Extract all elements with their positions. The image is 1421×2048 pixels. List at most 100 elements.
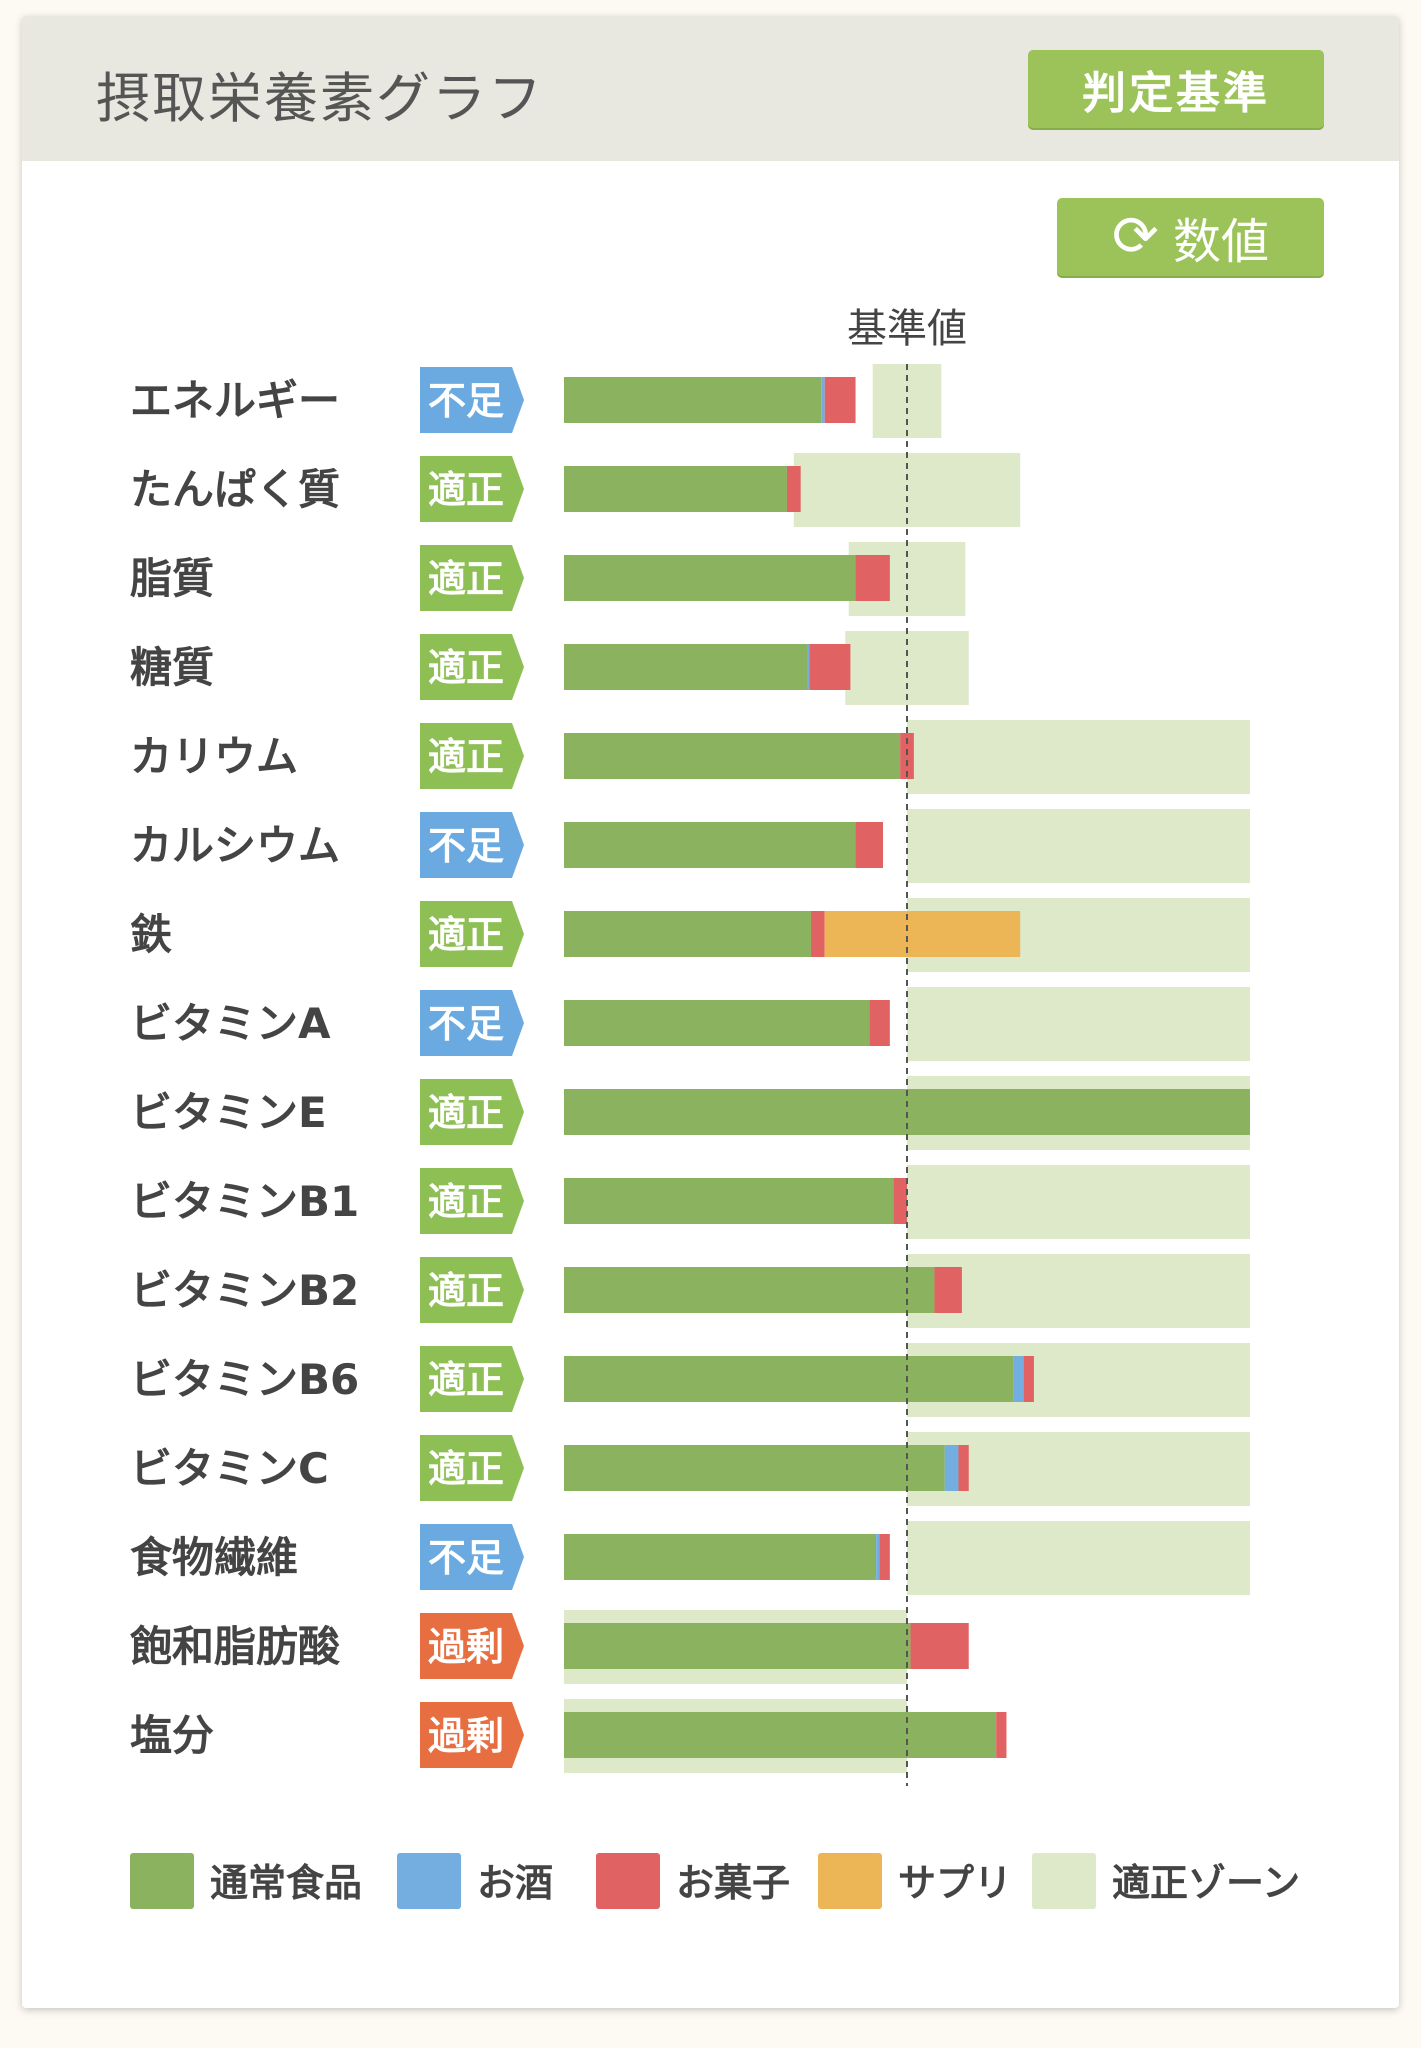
bar-normal-food [564, 1712, 997, 1758]
nutrient-label: たんぱく質 [130, 465, 340, 514]
bar-alcohol [1013, 1356, 1024, 1402]
bar-normal-food [564, 466, 787, 512]
bar-snack [893, 1178, 907, 1224]
legend-swatch [1032, 1853, 1096, 1909]
bar-snack [1023, 1356, 1034, 1402]
nutrient-label: 糖質 [130, 643, 214, 692]
status-badge-label: 適正 [428, 1447, 504, 1491]
bar-alcohol [807, 644, 810, 690]
bar-normal-food [564, 377, 822, 423]
status-badge [420, 1346, 524, 1412]
status-badge-label: 適正 [428, 913, 504, 957]
legend-swatch [130, 1853, 194, 1909]
bar-snack [958, 1445, 969, 1491]
bar-normal-food [564, 1534, 877, 1580]
bar-normal-food [564, 1267, 935, 1313]
status-badge-label: 適正 [428, 1358, 504, 1402]
status-badge-label: 過剰 [428, 1714, 504, 1758]
bar-snack [809, 644, 851, 690]
bar-normal-food [564, 1178, 894, 1224]
reference-label: 基準値 [847, 306, 967, 352]
nutrient-label: 飽和脂肪酸 [130, 1622, 341, 1671]
status-badge-label: 不足 [428, 824, 504, 868]
legend-label: 通常食品 [210, 1861, 362, 1905]
bar-snack [824, 377, 856, 423]
nutrient-label: カルシウム [130, 821, 340, 870]
bar-alcohol [944, 1445, 959, 1491]
legend-label: お菓子 [676, 1861, 790, 1905]
bar-normal-food [564, 822, 856, 868]
status-badge [420, 1524, 524, 1590]
status-badge-label: 過剰 [428, 1625, 504, 1669]
status-badge-label: 適正 [428, 646, 504, 690]
bar-snack [810, 911, 825, 957]
bar-snack [996, 1712, 1007, 1758]
legend-label: サプリ [898, 1861, 1012, 1905]
optimal-zone-bar [907, 809, 1250, 883]
judgement-criteria-button[interactable]: 判定基準 [1028, 50, 1324, 128]
bar-snack [879, 1534, 890, 1580]
nutrient-label: ビタミンA [130, 999, 331, 1048]
status-badge [420, 1257, 524, 1323]
status-badge [420, 1168, 524, 1234]
bar-supplement [824, 911, 1021, 957]
nutrient-label: ビタミンB6 [130, 1355, 359, 1404]
bar-snack [855, 555, 890, 601]
optimal-zone-bar [907, 1254, 1250, 1328]
bar-normal-food [564, 555, 856, 601]
legend-swatch [818, 1853, 882, 1909]
legend-swatch [596, 1853, 660, 1909]
optimal-zone-bar [907, 720, 1250, 794]
status-badge-label: 適正 [428, 1091, 504, 1135]
page-title: 摂取栄養素グラフ [96, 67, 544, 130]
bar-normal-food [564, 733, 901, 779]
value-toggle-button[interactable]: ⟳ 数値 [1057, 198, 1324, 276]
status-badge [420, 990, 524, 1056]
legend-label: 適正ゾーン [1112, 1861, 1300, 1905]
bar-snack [855, 822, 883, 868]
bar-normal-food [564, 911, 811, 957]
optimal-zone-bar [907, 987, 1250, 1061]
nutrient-label: 食物繊維 [130, 1533, 298, 1582]
optimal-zone-bar [907, 1521, 1250, 1595]
bar-snack [934, 1267, 962, 1313]
nutrient-label: 脂質 [130, 554, 214, 603]
status-badge-label: 適正 [428, 735, 504, 779]
bar-normal-food [564, 1445, 945, 1491]
nutrient-label: ビタミンB2 [130, 1266, 359, 1315]
status-badge [420, 1435, 524, 1501]
optimal-zone-bar [907, 1165, 1250, 1239]
nutrient-label: カリウム [130, 732, 298, 781]
bar-normal-food [564, 1000, 870, 1046]
nutrient-label: エネルギー [130, 376, 340, 425]
nutrient-graph-card: 摂取栄養素グラフ 判定基準 ⟳ 数値 エネルギー 不足 たんぱく質 適正 脂質 適正 糖質適… [22, 16, 1399, 2008]
bar-normal-food [564, 644, 808, 690]
status-badge [420, 1613, 524, 1679]
status-badge [420, 456, 524, 522]
nutrient-label: 塩分 [130, 1711, 214, 1760]
status-badge [420, 1079, 524, 1145]
status-badge-label: 不足 [428, 1536, 504, 1580]
status-badge [420, 545, 524, 611]
status-badge-label: 適正 [428, 1180, 504, 1224]
bar-alcohol [876, 1534, 880, 1580]
refresh-icon: ⟳ [1112, 204, 1159, 269]
status-badge-label: 不足 [428, 1002, 504, 1046]
nutrient-label: ビタミンC [130, 1444, 329, 1493]
status-badge-label: 適正 [428, 1269, 504, 1313]
status-badge [420, 634, 524, 700]
legend-swatch [397, 1853, 461, 1909]
status-badge-label: 適正 [428, 557, 504, 601]
bar-normal-food [564, 1623, 911, 1669]
card-header: 摂取栄養素グラフ 判定基準 [22, 16, 1399, 161]
status-badge-label: 不足 [428, 379, 504, 423]
status-badge [420, 901, 524, 967]
bar-snack [869, 1000, 890, 1046]
bar-snack [786, 466, 801, 512]
status-badge-label: 適正 [428, 468, 504, 512]
nutrient-label: ビタミンE [130, 1088, 327, 1137]
bar-snack [900, 733, 914, 779]
legend-label: お酒 [477, 1861, 553, 1905]
value-toggle-label: 数値 [1172, 214, 1269, 270]
